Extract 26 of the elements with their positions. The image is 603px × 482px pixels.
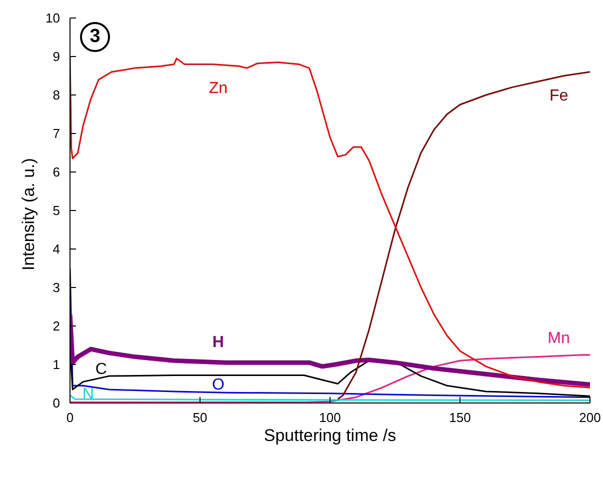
x-tick-label: 150 xyxy=(449,410,471,426)
circled-number: 3 xyxy=(80,22,110,52)
x-tick-label: 0 xyxy=(66,410,74,426)
y-axis-title: Intensity (a. u.) xyxy=(19,158,38,270)
y-tick-label: 7 xyxy=(52,126,60,142)
series-label: H xyxy=(212,334,224,352)
y-tick-label: 8 xyxy=(52,88,60,103)
y-tick-label: 0 xyxy=(52,396,60,411)
y-tick-label: 6 xyxy=(52,164,60,180)
y-tick-label: 2 xyxy=(52,318,60,334)
y-tick-label: 5 xyxy=(52,203,60,218)
series-label: N xyxy=(82,386,94,404)
y-tick-label: 10 xyxy=(46,10,60,26)
x-axis-title: Sputtering time /s xyxy=(264,426,396,445)
series-label: Mn xyxy=(548,330,570,348)
x-tick-label: 100 xyxy=(319,410,341,426)
x-tick-label: 50 xyxy=(192,410,208,426)
series-label: C xyxy=(95,361,107,378)
y-tick-label: 9 xyxy=(52,49,60,64)
series-label: Fe xyxy=(549,88,568,105)
x-tick-label: 200 xyxy=(579,410,601,426)
y-tick-label: 1 xyxy=(52,357,60,372)
series-label: Zn xyxy=(208,80,228,97)
series-label: O xyxy=(212,376,224,394)
y-tick-label: 3 xyxy=(52,280,60,296)
y-tick-label: 4 xyxy=(52,242,60,257)
